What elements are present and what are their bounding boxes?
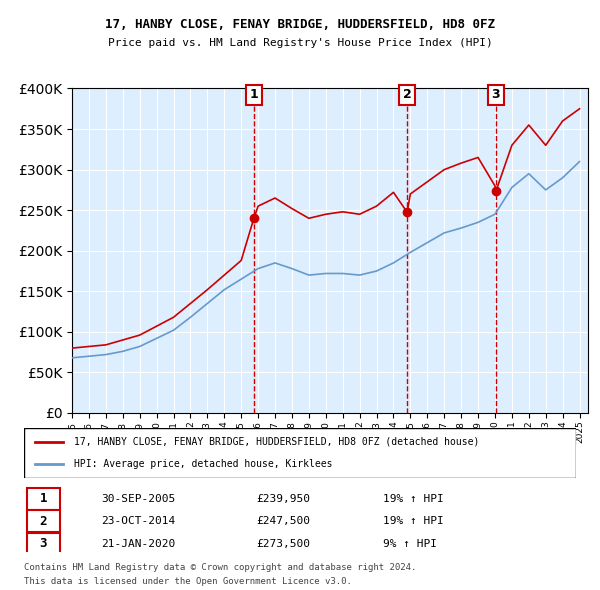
Text: This data is licensed under the Open Government Licence v3.0.: This data is licensed under the Open Gov… [24,577,352,586]
Text: 9% ↑ HPI: 9% ↑ HPI [383,539,437,549]
FancyBboxPatch shape [27,488,60,510]
Text: 2: 2 [403,88,412,101]
FancyBboxPatch shape [24,428,576,478]
Text: 1: 1 [40,492,47,505]
Text: 19% ↑ HPI: 19% ↑ HPI [383,516,443,526]
Text: 21-JAN-2020: 21-JAN-2020 [101,539,176,549]
Text: 17, HANBY CLOSE, FENAY BRIDGE, HUDDERSFIELD, HD8 0FZ: 17, HANBY CLOSE, FENAY BRIDGE, HUDDERSFI… [105,18,495,31]
Text: £239,950: £239,950 [256,494,310,504]
Text: 30-SEP-2005: 30-SEP-2005 [101,494,176,504]
Text: 19% ↑ HPI: 19% ↑ HPI [383,494,443,504]
Text: 2: 2 [40,514,47,527]
FancyBboxPatch shape [27,533,60,555]
Text: 23-OCT-2014: 23-OCT-2014 [101,516,176,526]
Text: Contains HM Land Registry data © Crown copyright and database right 2024.: Contains HM Land Registry data © Crown c… [24,563,416,572]
Text: 3: 3 [491,88,500,101]
Text: Price paid vs. HM Land Registry's House Price Index (HPI): Price paid vs. HM Land Registry's House … [107,38,493,48]
FancyBboxPatch shape [27,510,60,532]
Text: £247,500: £247,500 [256,516,310,526]
Text: 3: 3 [40,537,47,550]
Text: £273,500: £273,500 [256,539,310,549]
Text: 17, HANBY CLOSE, FENAY BRIDGE, HUDDERSFIELD, HD8 0FZ (detached house): 17, HANBY CLOSE, FENAY BRIDGE, HUDDERSFI… [74,437,479,447]
Text: HPI: Average price, detached house, Kirklees: HPI: Average price, detached house, Kirk… [74,459,332,469]
Text: 1: 1 [250,88,258,101]
